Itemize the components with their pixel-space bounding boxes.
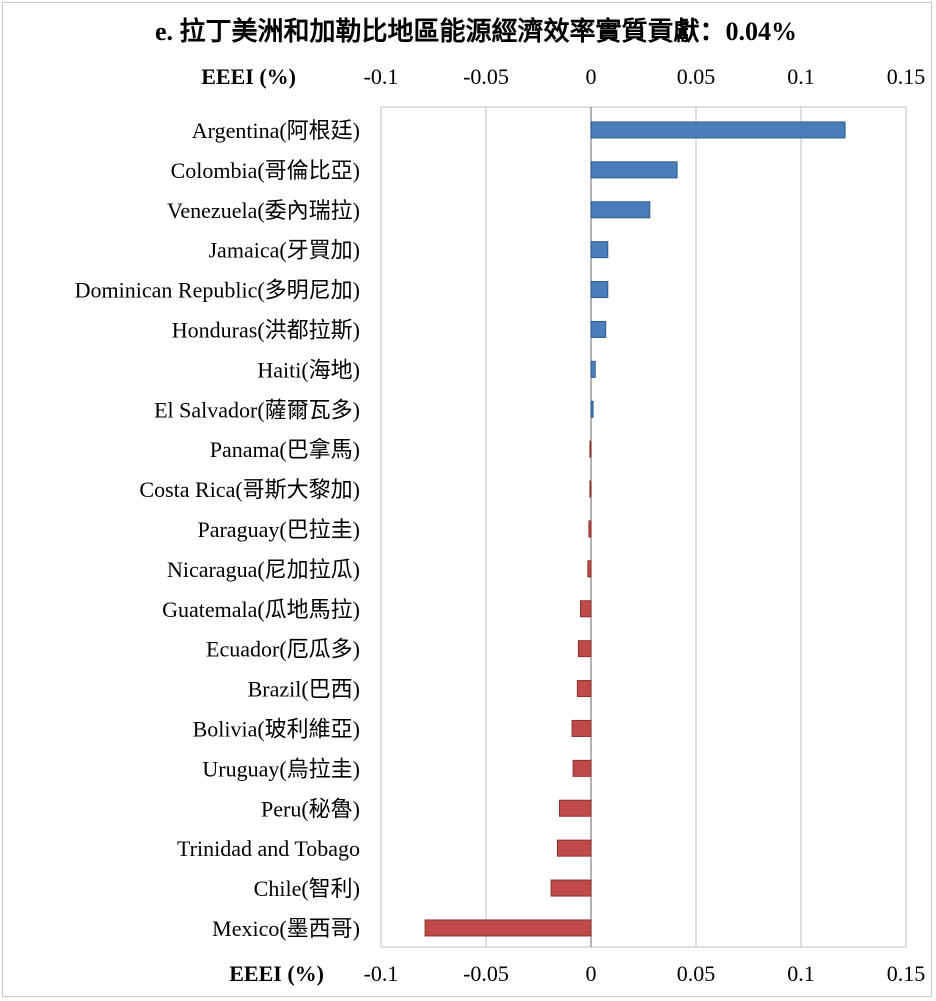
x-tick-label-bottom: 0.15 [887,961,926,986]
category-label: Paraguay(巴拉圭) [197,517,360,542]
bar [559,799,592,817]
x-tick-label-bottom: -0.1 [364,961,399,986]
x-ticks-top: -0.1 -0.05 0 0.05 0.1 0.15 [364,64,926,89]
plot-border [380,106,907,948]
category-label: Ecuador(厄瓜多) [206,637,360,662]
x-tick-label-bottom: 0 [586,961,597,986]
bar [590,400,594,418]
bar [590,201,651,219]
category-label: Trinidad and Tobago [177,836,360,861]
bar [577,640,592,658]
x-tick-label-bottom: -0.05 [463,961,509,986]
bars [424,121,846,937]
category-label: Nicaragua(尼加拉瓜) [167,557,360,582]
category-label: Brazil(巴西) [248,677,360,702]
category-label: Dominican Republic(多明尼加) [75,278,360,303]
x-tick-label-top: 0 [586,64,597,89]
x-tick-label-top: 0.15 [887,64,926,89]
x-tick-label-top: -0.05 [463,64,509,89]
category-label: Chile(智利) [254,876,360,901]
chart-title: e. 拉丁美洲和加勒比地區能源經濟效率實質貢獻：0.04% [155,16,797,46]
category-label: Jamaica(牙買加) [209,238,361,263]
x-tick-label-bottom: 0.05 [677,961,716,986]
x-tick-label-top: 0.05 [677,64,716,89]
bar [556,839,592,857]
x-axis-label-top: EEEI (%) [201,64,296,89]
bar [590,161,678,179]
category-label: Peru(秘魯) [261,796,360,821]
bar [588,520,592,538]
bar [550,879,592,897]
bar [590,121,846,139]
bar [576,680,592,698]
category-label: Mexico(墨西哥) [212,916,360,941]
x-axis-label-bottom: EEEI (%) [229,961,324,986]
bar [424,919,592,937]
x-tick-label-top: -0.1 [364,64,399,89]
bar [587,560,592,578]
bar [571,719,592,737]
bar [580,600,592,618]
category-label: Honduras(洪都拉斯) [172,317,360,342]
x-ticks-bottom: -0.1 -0.05 0 0.05 0.1 0.15 [364,961,926,986]
gridlines [380,106,907,948]
category-label: Guatemala(瓜地馬拉) [162,597,360,622]
bar [589,440,592,458]
category-label: El Salvador(薩爾瓦多) [154,397,360,422]
category-label: Colombia(哥倫比亞) [171,158,360,183]
bar [589,480,592,498]
category-label: Uruguay(烏拉圭) [202,756,360,781]
bar [590,241,609,259]
bar [590,320,607,338]
category-label: Venezuela(委內瑞拉) [167,198,360,223]
bar [590,360,596,378]
bar [590,281,609,299]
category-label: Bolivia(玻利維亞) [193,716,360,741]
category-label: Costa Rica(哥斯大黎加) [139,477,360,502]
x-tick-label-bottom: 0.1 [787,961,815,986]
category-label: Haiti(海地) [257,357,360,382]
category-label: Argentina(阿根廷) [192,118,360,143]
category-label: Panama(巴拿馬) [210,437,360,462]
bar [572,759,592,777]
category-labels: Argentina(阿根廷) Colombia(哥倫比亞) Venezuela(委內… [75,118,360,941]
x-tick-label-top: 0.1 [787,64,815,89]
